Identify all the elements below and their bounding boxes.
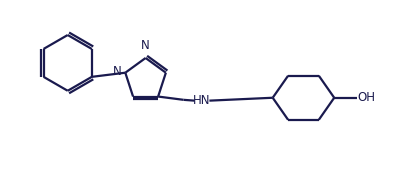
Text: HN: HN (193, 94, 210, 107)
Text: N: N (141, 39, 149, 52)
Text: OH: OH (357, 91, 375, 104)
Text: N: N (113, 65, 122, 78)
